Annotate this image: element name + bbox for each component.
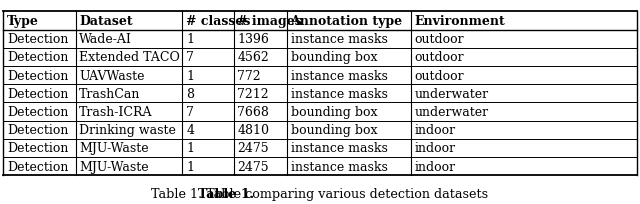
Text: Detection: Detection: [7, 105, 68, 119]
Text: 7212: 7212: [237, 87, 269, 100]
Text: instance masks: instance masks: [291, 69, 387, 82]
Text: indoor: indoor: [415, 142, 456, 155]
Text: 4810: 4810: [237, 124, 269, 136]
Text: Drinking waste: Drinking waste: [79, 124, 176, 136]
Text: 7: 7: [186, 51, 194, 64]
Text: 1: 1: [186, 69, 195, 82]
Text: bounding box: bounding box: [291, 124, 377, 136]
Text: indoor: indoor: [415, 160, 456, 173]
Text: Annotation type: Annotation type: [291, 15, 403, 28]
Text: Detection: Detection: [7, 124, 68, 136]
Text: TrashCan: TrashCan: [79, 87, 141, 100]
Text: underwater: underwater: [415, 105, 489, 119]
Text: 2475: 2475: [237, 160, 269, 173]
Text: # classes: # classes: [186, 15, 251, 28]
Text: Type: Type: [7, 15, 39, 28]
Text: outdoor: outdoor: [415, 51, 465, 64]
Text: 4: 4: [186, 124, 195, 136]
Text: Trash-ICRA: Trash-ICRA: [79, 105, 153, 119]
Text: 1: 1: [186, 33, 195, 46]
Text: Environment: Environment: [415, 15, 506, 28]
Text: # images: # images: [237, 15, 302, 28]
Text: 7: 7: [186, 105, 194, 119]
Text: instance masks: instance masks: [291, 160, 387, 173]
Text: 8: 8: [186, 87, 195, 100]
Text: UAVWaste: UAVWaste: [79, 69, 145, 82]
Text: 2475: 2475: [237, 142, 269, 155]
Text: instance masks: instance masks: [291, 142, 387, 155]
Text: Detection: Detection: [7, 69, 68, 82]
Text: 4562: 4562: [237, 51, 269, 64]
Text: underwater: underwater: [415, 87, 489, 100]
Text: outdoor: outdoor: [415, 33, 465, 46]
Text: Detection: Detection: [7, 87, 68, 100]
Text: Table 1. Table comparing various detection datasets: Table 1. Table comparing various detecti…: [152, 187, 488, 200]
Text: Detection: Detection: [7, 142, 68, 155]
Text: Detection: Detection: [7, 51, 68, 64]
Text: instance masks: instance masks: [291, 87, 387, 100]
Text: Detection: Detection: [7, 33, 68, 46]
Text: Detection: Detection: [7, 160, 68, 173]
Text: MJU-Waste: MJU-Waste: [79, 142, 149, 155]
Text: 1: 1: [186, 142, 195, 155]
Text: instance masks: instance masks: [291, 33, 387, 46]
Text: indoor: indoor: [415, 124, 456, 136]
Text: Table 1.: Table 1.: [198, 187, 253, 200]
Text: 1396: 1396: [237, 33, 269, 46]
Text: 7668: 7668: [237, 105, 269, 119]
Text: outdoor: outdoor: [415, 69, 465, 82]
Text: 772: 772: [237, 69, 261, 82]
Text: Dataset: Dataset: [79, 15, 133, 28]
Text: bounding box: bounding box: [291, 51, 377, 64]
Text: 1: 1: [186, 160, 195, 173]
Text: MJU-Waste: MJU-Waste: [79, 160, 149, 173]
Text: Wade-AI: Wade-AI: [79, 33, 132, 46]
Text: Extended TACO: Extended TACO: [79, 51, 180, 64]
Text: bounding box: bounding box: [291, 105, 377, 119]
